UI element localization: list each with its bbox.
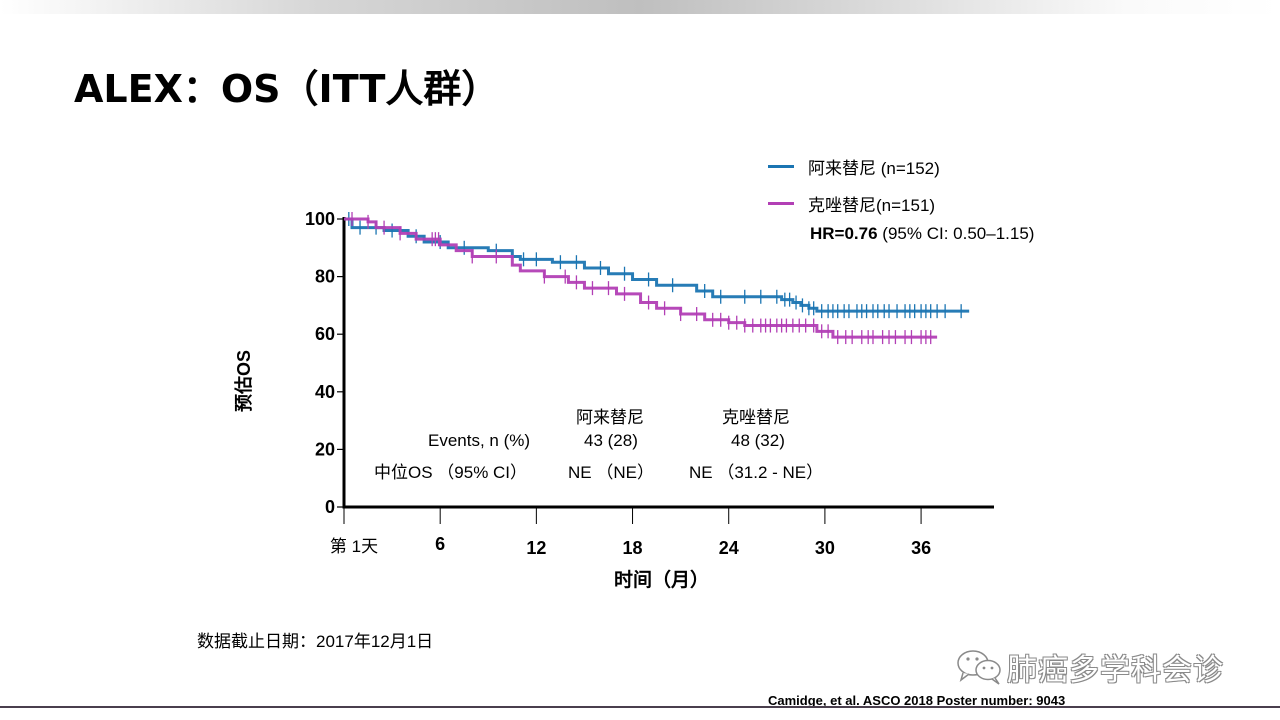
- wechat-icon: [957, 650, 1001, 685]
- stats-events-crizotinib: 48 (32): [731, 431, 785, 450]
- hr-value: HR=0.76: [810, 224, 878, 243]
- y-axis-title: 预估OS: [234, 350, 254, 413]
- x-tick-label: 30: [815, 538, 835, 558]
- x-tick-label: 36: [911, 538, 931, 558]
- legend-label-alectinib: 阿来替尼 (n=152): [808, 159, 940, 178]
- legend-swatch-crizotinib: [768, 202, 794, 205]
- watermark: 肺癌多学科会诊: [955, 645, 1224, 689]
- hazard-ratio-annotation: HR=0.76 (95% CI: 0.50–1.15): [810, 224, 1034, 244]
- y-tick-label: 0: [325, 497, 335, 517]
- stats-median-os-crizotinib: NE （31.2 - NE）: [689, 463, 824, 482]
- slide-title: ALEX：OS（ITT人群）: [74, 67, 500, 111]
- watermark-text: 肺癌多学科会诊: [1007, 654, 1224, 687]
- y-tick-label: 20: [315, 439, 335, 459]
- km-series-alectinib: [344, 212, 970, 319]
- chart-tick-labels: 0 20 40 60 80 100 第 1天 6 12 18 24 30 36: [305, 209, 931, 558]
- x-tick-label: 18: [623, 538, 643, 558]
- y-tick-label: 100: [305, 209, 335, 229]
- y-tick-label: 40: [315, 382, 335, 402]
- legend-swatch-alectinib: [768, 165, 794, 168]
- chart-axes: [337, 217, 994, 524]
- citation: Camidge, et al. ASCO 2018 Poster number:…: [768, 693, 1066, 708]
- x-tick-label: 6: [435, 534, 445, 554]
- km-curve-line: [344, 217, 970, 313]
- hr-ci: (95% CI: 0.50–1.15): [877, 224, 1035, 243]
- data-cutoff-note: 数据截止日期：2017年12月1日: [197, 632, 434, 651]
- x-tick-label: 24: [719, 538, 739, 558]
- stats-row-label-median-os: 中位OS （95% CI）: [374, 463, 528, 482]
- x-axis-title: 时间（月）: [614, 570, 710, 591]
- y-tick-label: 80: [315, 267, 335, 287]
- stats-col-header-alectinib: 阿来替尼: [576, 408, 644, 427]
- chart-curves: [344, 212, 970, 345]
- legend-item-alectinib: 阿来替尼 (n=152): [768, 148, 940, 185]
- y-tick-label: 60: [315, 324, 335, 344]
- bottom-rule: [0, 706, 1280, 708]
- x-tick-label: 第 1天: [330, 537, 378, 556]
- km-series-crizotinib: [344, 212, 938, 345]
- stats-col-header-crizotinib: 克唑替尼: [722, 408, 790, 427]
- chart-legend: 阿来替尼 (n=152) 克唑替尼(n=151): [768, 148, 940, 222]
- top-gradient-bar: [0, 0, 1280, 14]
- stats-row-label-events: Events, n (%): [428, 431, 531, 450]
- stats-median-os-alectinib: NE （NE）: [568, 463, 654, 482]
- x-tick-label: 12: [526, 538, 546, 558]
- legend-label-crizotinib: 克唑替尼(n=151): [808, 196, 936, 215]
- stats-events-alectinib: 43 (28): [584, 431, 638, 450]
- legend-item-crizotinib: 克唑替尼(n=151): [768, 185, 940, 222]
